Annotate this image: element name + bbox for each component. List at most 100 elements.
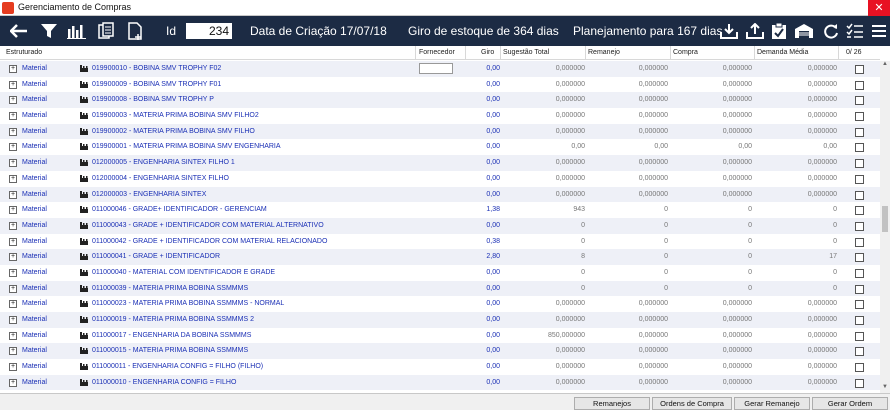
expand-icon[interactable]: +: [9, 300, 17, 309]
row-description[interactable]: 011000011 - ENGENHARIA CONFIG = FILHO (F…: [92, 363, 264, 371]
expand-icon[interactable]: +: [9, 331, 17, 340]
row-checkbox[interactable]: [855, 112, 864, 122]
expand-icon[interactable]: +: [9, 80, 17, 89]
expand-icon[interactable]: +: [9, 112, 17, 121]
expand-icon[interactable]: +: [9, 206, 17, 215]
row-checkbox[interactable]: [855, 268, 864, 278]
col-structured[interactable]: Estruturado: [6, 49, 43, 56]
row-checkbox[interactable]: [855, 190, 864, 200]
table-row[interactable]: + Material 019900008 - BOBINA SMV TROPHY…: [0, 92, 880, 109]
table-row[interactable]: + Material 012000005 - ENGENHARIA SINTEX…: [0, 155, 880, 171]
id-field[interactable]: 234: [186, 23, 232, 39]
row-description[interactable]: 011000040 - MATERIAL COM IDENTIFICADOR E…: [92, 268, 276, 276]
expand-icon[interactable]: +: [9, 253, 17, 262]
expand-icon[interactable]: +: [9, 378, 17, 387]
table-row[interactable]: + Material 019900001 - MATERIA PRIMA BOB…: [0, 139, 880, 156]
row-checkbox[interactable]: [855, 253, 864, 263]
expand-icon[interactable]: +: [9, 159, 17, 168]
expand-icon[interactable]: +: [9, 363, 17, 372]
col-supplier[interactable]: Fornecedor: [419, 49, 455, 56]
row-checkbox[interactable]: [855, 174, 864, 184]
row-description[interactable]: 011000017 - ENGENHARIA DA BOBINA SSMMMS: [92, 331, 252, 339]
table-row[interactable]: + Material 012000003 - ENGENHARIA SINTEX…: [0, 186, 880, 203]
row-description[interactable]: 011000043 - GRADE + IDENTIFICADOR COM MA…: [92, 221, 324, 229]
purchase-orders-button[interactable]: Ordens de Compra: [652, 397, 732, 410]
row-description[interactable]: 012000003 - ENGENHARIA SINTEX: [92, 190, 207, 198]
table-row[interactable]: + Material 012000004 - ENGENHARIA SINTEX…: [0, 170, 880, 187]
row-checkbox[interactable]: [855, 159, 864, 169]
scroll-thumb[interactable]: [882, 206, 888, 232]
row-description[interactable]: 019900002 - MATERIA PRIMA BOBINA SMV FIL…: [92, 127, 255, 135]
row-description[interactable]: 011000015 - MATERIA PRIMA BOBINA SSMMMS: [92, 347, 249, 355]
table-row[interactable]: + Material 011000041 - GRADE + IDENTIFIC…: [0, 249, 880, 265]
row-checkbox[interactable]: [855, 221, 864, 231]
back-arrow-icon[interactable]: [8, 21, 30, 41]
table-row[interactable]: + Material 011000019 - MATERIA PRIMA BOB…: [0, 312, 880, 328]
col-turnover[interactable]: Giro: [481, 49, 495, 56]
remanejos-button[interactable]: Remanejos: [574, 397, 650, 410]
row-description[interactable]: 019900009 - BOBINA SMV TROPHY F01: [92, 80, 222, 88]
expand-icon[interactable]: +: [9, 96, 17, 105]
table-row[interactable]: + Material 011000017 - ENGENHARIA DA BOB…: [0, 327, 880, 344]
documents-icon[interactable]: [96, 21, 118, 41]
row-checkbox[interactable]: [855, 331, 864, 341]
row-description[interactable]: 011000039 - MATERIA PRIMA BOBINA SSMMMS: [92, 284, 249, 292]
row-description[interactable]: 011000042 - GRADE + IDENTIFICADOR COM MA…: [92, 237, 328, 245]
row-checkbox[interactable]: [855, 363, 864, 373]
row-checkbox[interactable]: [855, 347, 864, 357]
warehouse-icon[interactable]: [793, 21, 815, 41]
expand-icon[interactable]: +: [9, 127, 17, 136]
refresh-icon[interactable]: [820, 21, 842, 41]
row-description[interactable]: 019900010 - BOBINA SMV TROPHY F02: [92, 65, 222, 72]
row-description[interactable]: 011000041 - GRADE + IDENTIFICADOR: [92, 253, 221, 261]
expand-icon[interactable]: +: [9, 221, 17, 230]
scroll-down-icon[interactable]: ▼: [882, 384, 888, 390]
table-row[interactable]: + Material 011000042 - GRADE + IDENTIFIC…: [0, 233, 880, 250]
table-row[interactable]: + Material 011000015 - MATERIA PRIMA BOB…: [0, 343, 880, 360]
row-checkbox[interactable]: [855, 143, 864, 153]
table-row[interactable]: + Material 011000043 - GRADE + IDENTIFIC…: [0, 217, 880, 234]
row-description[interactable]: 011000010 - ENGENHARIA CONFIG = FILHO: [92, 378, 237, 386]
generate-order-button[interactable]: Gerar Ordem: [812, 397, 888, 410]
row-description[interactable]: 012000004 - ENGENHARIA SINTEX FILHO: [92, 174, 229, 182]
table-row[interactable]: + Material 011000039 - MATERIA PRIMA BOB…: [0, 280, 880, 297]
row-description[interactable]: 019900001 - MATERIA PRIMA BOBINA SMV ENG…: [92, 143, 281, 151]
col-suggestion[interactable]: Sugestão Total: [503, 49, 550, 56]
row-checkbox[interactable]: [855, 378, 864, 388]
col-avg-demand[interactable]: Demanda Média: [757, 49, 809, 56]
vertical-scrollbar[interactable]: ▲ ▼: [880, 61, 890, 393]
row-checkbox[interactable]: [855, 300, 864, 310]
scroll-up-icon[interactable]: ▲: [882, 61, 888, 67]
upload-icon[interactable]: [744, 21, 766, 41]
expand-icon[interactable]: +: [9, 237, 17, 246]
table-row[interactable]: + Material 019900003 - MATERIA PRIMA BOB…: [0, 108, 880, 124]
supplier-input[interactable]: [419, 63, 453, 74]
table-row[interactable]: + Material 019900002 - MATERIA PRIMA BOB…: [0, 123, 880, 140]
row-description[interactable]: 019900008 - BOBINA SMV TROPHY P: [92, 96, 214, 104]
table-row[interactable]: + Material 019900009 - BOBINA SMV TROPHY…: [0, 76, 880, 93]
expand-icon[interactable]: +: [9, 174, 17, 183]
row-checkbox[interactable]: [855, 80, 864, 90]
row-checkbox[interactable]: [855, 206, 864, 216]
expand-icon[interactable]: +: [9, 190, 17, 199]
row-description[interactable]: 011000019 - MATERIA PRIMA BOBINA SSMMMS …: [92, 316, 254, 323]
row-description[interactable]: 011000023 - MATERIA PRIMA BOBINA SSMMMS …: [92, 300, 285, 308]
menu-icon[interactable]: [868, 21, 890, 41]
table-row[interactable]: + Material 011000046 - GRADE+ IDENTIFICA…: [0, 202, 880, 218]
table-row[interactable]: + Material 011000010 - ENGENHARIA CONFIG…: [0, 374, 880, 391]
bar-chart-icon[interactable]: [66, 21, 88, 41]
checklist-icon[interactable]: [844, 21, 866, 41]
row-checkbox[interactable]: [855, 127, 864, 137]
row-checkbox[interactable]: [855, 96, 864, 106]
row-checkbox[interactable]: [855, 284, 864, 294]
row-checkbox[interactable]: [855, 65, 864, 74]
row-checkbox[interactable]: [855, 316, 864, 325]
expand-icon[interactable]: +: [9, 284, 17, 293]
row-description[interactable]: 011000046 - GRADE+ IDENTIFICADOR - GEREN…: [92, 206, 267, 214]
row-description[interactable]: 012000005 - ENGENHARIA SINTEX FILHO 1: [92, 159, 235, 167]
filter-icon[interactable]: [38, 21, 60, 41]
expand-icon[interactable]: +: [9, 65, 17, 73]
generate-reallocation-button[interactable]: Gerar Remanejo: [734, 397, 810, 410]
row-description[interactable]: 019900003 - MATERIA PRIMA BOBINA SMV FIL…: [92, 112, 259, 120]
row-checkbox[interactable]: [855, 237, 864, 247]
